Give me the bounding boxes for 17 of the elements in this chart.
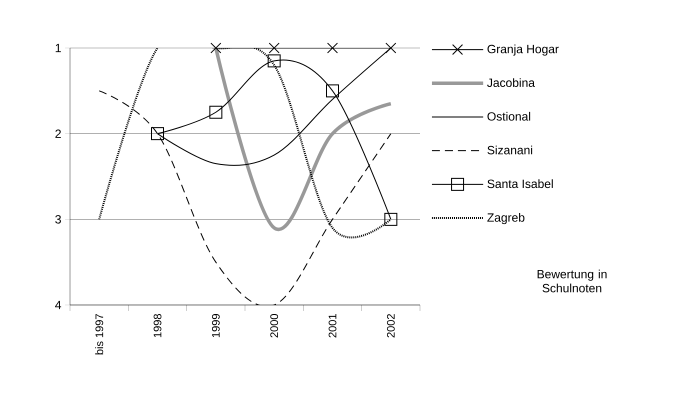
text: Bewertung in Schulnoten (538, 270, 607, 292)
y-tick-label: 1 (56, 44, 61, 52)
legend-label: Ostional (487, 112, 530, 121)
x-tick-label: 2001 (328, 314, 336, 338)
x-tick-label: 1999 (212, 314, 220, 338)
legend-label: Granja Hogar (488, 44, 559, 56)
legend-label: Sizanani (487, 146, 532, 154)
y-tick-label: 3 (55, 215, 61, 224)
legend-label: Jacobina (487, 78, 535, 87)
y-tick-label: 4 (55, 300, 62, 310)
legend-label: Zagreb (487, 212, 524, 224)
legend-label: Santa Isabel (487, 179, 553, 188)
x-tick-label: 2002 (386, 314, 395, 338)
x-tick-label: bis 1997 (95, 314, 104, 354)
x-tick-label: 2000 (270, 314, 278, 338)
y-tick-label: 2 (55, 129, 61, 138)
x-tick-label: 1998 (154, 314, 162, 338)
